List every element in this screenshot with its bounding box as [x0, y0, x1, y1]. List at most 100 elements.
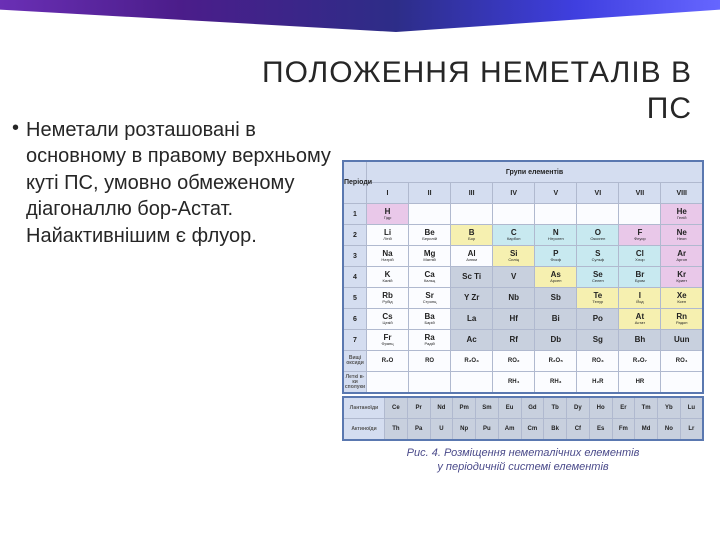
element-cell: Po	[577, 309, 619, 330]
group-label: II	[409, 183, 451, 204]
period-label: 5	[343, 288, 367, 309]
hydride-row-label: Леткі в-ки сполуки	[343, 372, 367, 394]
act-cell: Pu	[476, 419, 499, 441]
element-cell: SСульф	[577, 246, 619, 267]
hydride-cell: RH₄	[493, 372, 535, 394]
oxide-cell: R₂O	[367, 351, 409, 372]
lanth-cell: Lu	[680, 397, 703, 419]
hydride-cell: RH₃	[535, 372, 577, 394]
lanth-cell: Pm	[453, 397, 476, 419]
element-cell: LiЛітій	[367, 225, 409, 246]
act-cell: Am	[498, 419, 521, 441]
element-cell: XeКсен	[661, 288, 703, 309]
element-cell: CaКальц	[409, 267, 451, 288]
hydride-cell	[661, 372, 703, 394]
period-label: 1	[343, 204, 367, 225]
act-cell: Cf	[567, 419, 590, 441]
element-cell: BeБерилій	[409, 225, 451, 246]
corner-label: Періоди	[343, 161, 367, 204]
element-cell: Bi	[535, 309, 577, 330]
period-label: 7	[343, 330, 367, 351]
element-cell	[451, 204, 493, 225]
element-cell: CКарбон	[493, 225, 535, 246]
actinide-row: Актиноїди ThPaUNpPuAmCmBkCfEsFmMdNoLr	[343, 419, 703, 441]
element-cell: FФлуор	[619, 225, 661, 246]
element-cell: ArАргон	[661, 246, 703, 267]
f-block-table: Лантаноїди CePrNdPmSmEuGdTbDyHoErTmYbLu …	[342, 396, 704, 441]
lanth-cell: Ce	[385, 397, 408, 419]
element-cell: SiСиліц	[493, 246, 535, 267]
group-label: I	[367, 183, 409, 204]
act-cell: Cm	[521, 419, 544, 441]
act-cell: Np	[453, 419, 476, 441]
periodic-table-container: Періоди Групи елементів IIIIIIIVVVIVIIVI…	[342, 160, 704, 441]
group-header-title: Групи елементів	[367, 161, 704, 183]
element-cell: RnРадон	[661, 309, 703, 330]
body-paragraph: Неметали розташовані в основному в право…	[26, 119, 331, 247]
hydride-cell	[367, 372, 409, 394]
act-cell: Pa	[407, 419, 430, 441]
accent-bar	[0, 0, 720, 32]
period-label: 4	[343, 267, 367, 288]
caption-line-1: Рис. 4. Розміщення неметалічних елементі…	[407, 447, 640, 459]
lanth-cell: Er	[612, 397, 635, 419]
act-cell: Lr	[680, 419, 703, 441]
element-cell: NaНатрій	[367, 246, 409, 267]
lanth-cell: Sm	[476, 397, 499, 419]
element-cell: Db	[535, 330, 577, 351]
element-cell	[577, 204, 619, 225]
period-row: 2LiЛітійBeБерилійBБорCКарбонNНітрогенOОк…	[343, 225, 703, 246]
element-cell: Hf	[493, 309, 535, 330]
element-cell	[409, 204, 451, 225]
period-row: 4KКалійCaКальцSc TiVAsАрсенSeСеленBrБром…	[343, 267, 703, 288]
act-cell: Es	[589, 419, 612, 441]
caption-line-2: у періодичній системі елементів	[437, 461, 608, 473]
element-cell: RaРадій	[409, 330, 451, 351]
hydride-cell: HR	[619, 372, 661, 394]
element-cell	[493, 204, 535, 225]
element-cell: OОксиген	[577, 225, 619, 246]
act-cell: U	[430, 419, 453, 441]
element-cell: Sc Ti	[451, 267, 493, 288]
body-text: •Неметали розташовані в основному в прав…	[26, 115, 336, 249]
oxide-row-label: Вищі оксиди	[343, 351, 367, 372]
element-cell: KrКрипт	[661, 267, 703, 288]
element-cell: HeГелій	[661, 204, 703, 225]
element-cell: Y Zr	[451, 288, 493, 309]
element-cell: Ac	[451, 330, 493, 351]
period-label: 2	[343, 225, 367, 246]
element-cell: PФосф	[535, 246, 577, 267]
lanth-cell: Tm	[635, 397, 658, 419]
group-label: III	[451, 183, 493, 204]
element-cell: ClХлор	[619, 246, 661, 267]
element-cell: AlАлюм	[451, 246, 493, 267]
act-cell: No	[658, 419, 681, 441]
element-cell: BrБром	[619, 267, 661, 288]
oxide-cell: RO₄	[661, 351, 703, 372]
element-cell: Bh	[619, 330, 661, 351]
element-cell: BaБарій	[409, 309, 451, 330]
lanth-cell: Tb	[544, 397, 567, 419]
oxide-cell: R₂O₅	[535, 351, 577, 372]
group-label: VI	[577, 183, 619, 204]
lanth-cell: Ho	[589, 397, 612, 419]
element-cell: La	[451, 309, 493, 330]
bullet-dot: •	[12, 115, 18, 141]
element-cell: KКалій	[367, 267, 409, 288]
oxide-cell: RO	[409, 351, 451, 372]
element-cell: NНітроген	[535, 225, 577, 246]
act-label: Актиноїди	[343, 419, 385, 441]
element-cell: AtАстат	[619, 309, 661, 330]
element-cell: TeТелур	[577, 288, 619, 309]
element-cell: IЙод	[619, 288, 661, 309]
period-label: 6	[343, 309, 367, 330]
element-cell: HГідр	[367, 204, 409, 225]
element-cell: Uun	[661, 330, 703, 351]
element-cell: RbРубід	[367, 288, 409, 309]
element-cell: AsАрсен	[535, 267, 577, 288]
hydride-cell: H₂R	[577, 372, 619, 394]
hydride-cell	[409, 372, 451, 394]
slide: ПОЛОЖЕННЯ НЕМЕТАЛІВ В ПС •Неметали розта…	[0, 0, 720, 540]
element-cell: FrФранц	[367, 330, 409, 351]
hydride-cell	[451, 372, 493, 394]
